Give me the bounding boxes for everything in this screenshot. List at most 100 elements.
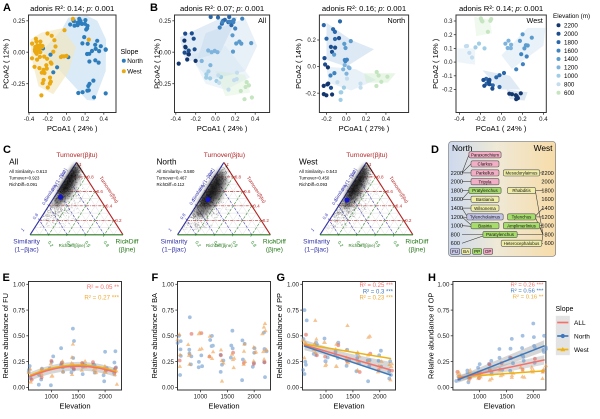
- svg-text:OP: OP: [485, 249, 492, 254]
- svg-text:1200: 1200: [541, 215, 553, 221]
- svg-text:-0.4: -0.4: [454, 116, 465, 123]
- svg-text:0.00: 0.00: [162, 385, 175, 392]
- svg-text:1500: 1500: [221, 394, 235, 401]
- svg-text:1.00: 1.00: [437, 282, 450, 289]
- svg-text:Elevation (m): Elevation (m): [553, 13, 590, 20]
- svg-text:RichDiff=0.091: RichDiff=0.091: [9, 182, 38, 187]
- svg-text:0.2: 0.2: [263, 218, 270, 223]
- svg-text:-0.2: -0.2: [442, 87, 453, 94]
- svg-text:adonis R²: 0.16; p: 0.001: adonis R²: 0.16; p: 0.001: [322, 4, 406, 13]
- svg-text:RichDiff(βjne)→: RichDiff(βjne)→: [206, 243, 237, 248]
- svg-text:Mesodorylaimus: Mesodorylaimus: [506, 171, 539, 176]
- svg-text:0.0: 0.0: [444, 59, 453, 66]
- svg-text:0.25: 0.25: [162, 359, 175, 366]
- svg-text:0.75: 0.75: [13, 307, 26, 314]
- svg-text:1200: 1200: [564, 65, 578, 72]
- svg-text:1000: 1000: [45, 394, 59, 401]
- svg-text:0.6: 0.6: [244, 189, 251, 194]
- svg-text:RichDiff(βjne)→: RichDiff(βjne)→: [349, 243, 380, 248]
- svg-text:Tylenchus: Tylenchus: [512, 215, 533, 220]
- svg-text:0.8: 0.8: [322, 212, 330, 220]
- svg-text:0.00: 0.00: [287, 385, 300, 392]
- svg-text:0.0: 0.0: [62, 116, 71, 123]
- svg-text:0.0: 0.0: [497, 116, 506, 123]
- svg-text:0.0: 0.0: [211, 116, 220, 123]
- svg-text:0.2: 0.2: [81, 116, 90, 123]
- svg-text:West: West: [127, 69, 142, 76]
- svg-text:All Similarity= 0.580: All Similarity= 0.580: [157, 169, 195, 174]
- svg-text:0.8: 0.8: [87, 175, 94, 180]
- svg-text:0.4: 0.4: [100, 116, 109, 123]
- svg-text:Pratylenchus: Pratylenchus: [472, 188, 498, 193]
- svg-text:Basiria: Basiria: [478, 223, 492, 228]
- svg-text:0.4: 0.4: [382, 116, 391, 123]
- svg-text:Turnover=0.450: Turnover=0.450: [299, 176, 330, 181]
- svg-text:E: E: [3, 272, 10, 284]
- svg-text:1: 1: [20, 227, 26, 232]
- svg-text:adonis R²: 0.14; p: 0.001: adonis R²: 0.14; p: 0.001: [459, 4, 543, 13]
- svg-text:1400: 1400: [451, 206, 463, 212]
- svg-text:0.50: 0.50: [287, 333, 300, 340]
- svg-text:0.8: 0.8: [235, 175, 242, 180]
- svg-text:R² = 0.27 ***: R² = 0.27 ***: [84, 295, 119, 302]
- svg-text:0.25: 0.25: [13, 359, 26, 366]
- svg-text:0.6: 0.6: [387, 189, 394, 194]
- svg-text:600: 600: [564, 90, 575, 97]
- svg-text:1000: 1000: [319, 394, 333, 401]
- svg-text:0.2: 0.2: [194, 240, 202, 248]
- svg-text:0.3: 0.3: [444, 18, 453, 25]
- svg-text:Rhabditis: Rhabditis: [512, 188, 531, 193]
- svg-text:1400: 1400: [564, 56, 578, 63]
- svg-text:600: 600: [451, 241, 460, 247]
- svg-text:F: F: [152, 272, 159, 284]
- svg-text:-0.1: -0.1: [442, 73, 453, 80]
- svg-text:Tylencholaimus: Tylencholaimus: [470, 215, 501, 220]
- svg-text:0.25: 0.25: [287, 359, 300, 366]
- svg-text:Relative abundance of PP: Relative abundance of PP: [275, 293, 284, 379]
- svg-text:Turnover=0.467: Turnover=0.467: [157, 176, 188, 181]
- svg-text:West: West: [534, 143, 554, 153]
- svg-text:B: B: [150, 2, 158, 14]
- svg-text:1600: 1600: [564, 48, 578, 55]
- svg-text:1200: 1200: [451, 215, 463, 221]
- svg-text:R² = 0.25 ***: R² = 0.25 ***: [359, 283, 393, 289]
- svg-text:2000: 2000: [564, 31, 578, 38]
- svg-text:0.25: 0.25: [13, 18, 25, 25]
- svg-text:0.2: 0.2: [518, 116, 527, 123]
- svg-text:All: All: [258, 16, 266, 25]
- svg-text:1: 1: [310, 227, 316, 232]
- svg-text:0.75: 0.75: [437, 307, 450, 314]
- svg-text:-0.2: -0.2: [475, 116, 486, 123]
- svg-text:Turnover(βjtu): Turnover(βjtu): [204, 152, 245, 159]
- svg-text:D: D: [431, 144, 439, 156]
- svg-text:PCoA2 ( 12% ): PCoA2 ( 12% ): [153, 38, 162, 89]
- svg-text:North: North: [127, 58, 143, 65]
- svg-text:G: G: [277, 272, 286, 284]
- svg-text:West: West: [527, 16, 543, 25]
- svg-text:0.25: 0.25: [159, 18, 171, 25]
- svg-text:0.0: 0.0: [307, 64, 316, 71]
- svg-text:H: H: [428, 272, 436, 284]
- svg-text:(1−βjac): (1−βjac): [304, 247, 328, 254]
- svg-text:0.8: 0.8: [250, 240, 258, 248]
- svg-text:1000: 1000: [194, 394, 208, 401]
- svg-text:-0.2: -0.2: [42, 116, 53, 123]
- svg-text:0.2: 0.2: [307, 37, 316, 44]
- svg-text:1800: 1800: [541, 188, 553, 194]
- svg-text:Parkellus: Parkellus: [476, 171, 495, 176]
- svg-text:-0.25: -0.25: [11, 81, 26, 88]
- svg-text:2200: 2200: [541, 171, 553, 177]
- svg-text:0.50: 0.50: [162, 333, 175, 340]
- svg-text:-0.4: -0.4: [24, 116, 35, 123]
- svg-text:FU: FU: [452, 249, 458, 254]
- svg-text:PCoA2 ( 12% ): PCoA2 ( 12% ): [2, 38, 11, 89]
- svg-text:Elevation: Elevation: [484, 402, 515, 411]
- svg-text:0.50: 0.50: [13, 333, 26, 340]
- svg-text:0.1: 0.1: [444, 46, 453, 53]
- svg-text:Similarity: Similarity: [303, 239, 330, 246]
- svg-text:1000: 1000: [451, 224, 463, 230]
- svg-text:Turnover=0.923: Turnover=0.923: [9, 176, 40, 181]
- svg-text:Similarity: Similarity: [13, 239, 40, 246]
- svg-text:Paraxonchium: Paraxonchium: [471, 153, 499, 158]
- svg-text:0.00: 0.00: [13, 49, 25, 56]
